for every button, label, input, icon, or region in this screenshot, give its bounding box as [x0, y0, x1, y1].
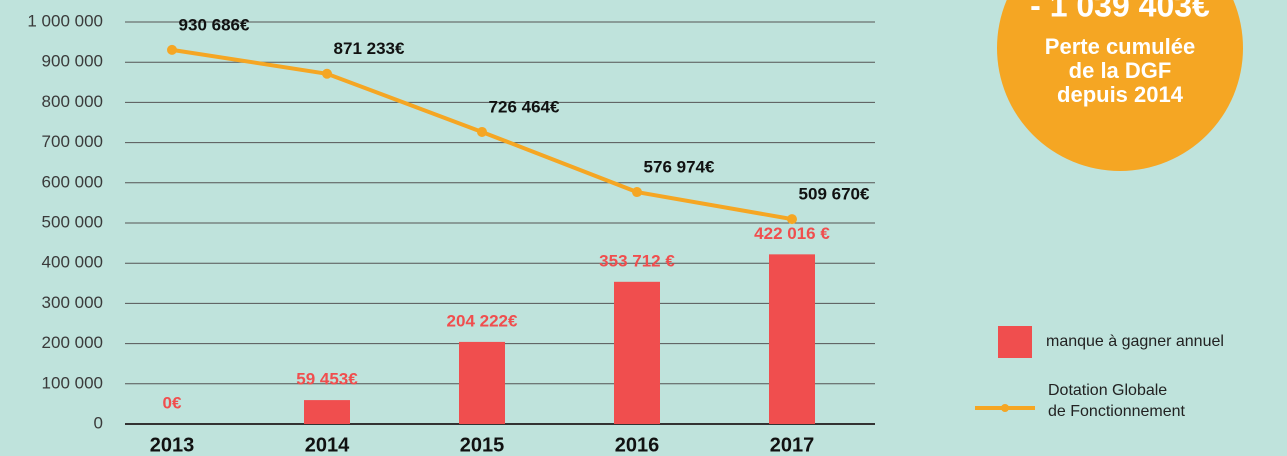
x-tick-label: 2017: [770, 434, 815, 456]
bar: [459, 341, 505, 424]
legend-label: Dotation Globale de Fonctionnement: [1048, 382, 1185, 420]
bar-value-label: 204 222€: [447, 311, 518, 330]
y-tick-label: 300 000: [42, 293, 103, 312]
y-tick-label: 100 000: [42, 373, 103, 392]
bar-value-label: 59 453€: [296, 370, 358, 389]
x-tick-label: 2016: [615, 434, 660, 456]
y-tick-label: 400 000: [42, 253, 103, 272]
y-tick-label: 900 000: [42, 52, 103, 71]
legend-label: manque à gagner annuel: [1046, 333, 1224, 350]
legend-swatch: [1001, 404, 1009, 412]
y-tick-label: 500 000: [42, 212, 103, 231]
line-value-label: 509 670€: [799, 185, 870, 204]
line-point: [477, 126, 487, 137]
bar-value-label: 0€: [163, 393, 182, 412]
line-point: [167, 44, 177, 55]
badge-amount: - 1 039 403€: [1030, 0, 1210, 23]
legend-swatch: [998, 326, 1032, 358]
badge-text: Perte cumulée: [1045, 34, 1195, 59]
bar-value-label: 353 712 €: [599, 251, 675, 270]
x-tick-label: 2013: [150, 434, 195, 456]
line-value-label: 726 464€: [489, 97, 560, 116]
y-tick-label: 600 000: [42, 172, 103, 191]
line-value-label: 576 974€: [644, 158, 715, 177]
line-point: [632, 187, 642, 198]
line-value-label: 930 686€: [179, 15, 250, 34]
line-point: [322, 68, 332, 79]
y-tick-label: 0: [94, 413, 103, 432]
badge: [997, 0, 1243, 171]
y-tick-label: 800 000: [42, 92, 103, 111]
y-tick-label: 200 000: [42, 333, 103, 352]
x-tick-label: 2014: [305, 434, 350, 456]
x-tick-label: 2015: [460, 434, 505, 456]
bar: [769, 254, 815, 424]
y-tick-label: 1 000 000: [27, 11, 103, 30]
badge-text: de la DGF: [1069, 58, 1172, 83]
line-value-label: 871 233€: [334, 39, 405, 58]
line-point: [787, 214, 797, 225]
bar-value-label: 422 016 €: [754, 224, 830, 243]
badge-text: depuis 2014: [1057, 82, 1184, 107]
y-tick-label: 700 000: [42, 132, 103, 151]
bar: [614, 281, 660, 424]
bar: [304, 400, 350, 424]
